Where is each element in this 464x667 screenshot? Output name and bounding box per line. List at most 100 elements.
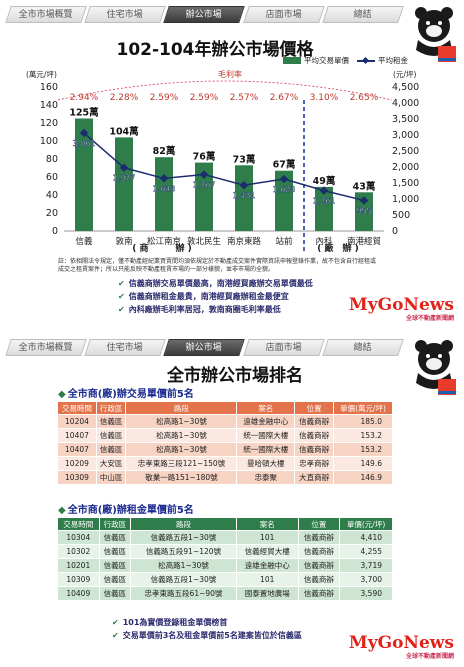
column-header: 路段	[130, 517, 237, 531]
left-tick-label: 120	[40, 118, 58, 129]
tab-market-overview[interactable]: 全市市場概覽	[5, 339, 87, 356]
price-bar	[275, 170, 293, 231]
tab-retail[interactable]: 店面市場	[242, 339, 325, 356]
tab-label: 店面市場	[265, 10, 302, 20]
rent-line-group: 3,061 1,977 1,643 1,767 1,431 1,623 1,261 955	[72, 128, 372, 216]
category-label: 南港經貿	[347, 236, 381, 247]
table-cell: 松高路1~30號	[125, 414, 238, 429]
column-header: 交易時間	[57, 517, 100, 531]
legend-label-line: 平均租金	[378, 56, 408, 65]
table-cell: 統一國際大樓	[236, 442, 296, 457]
table-cell: 信義商辦	[297, 586, 341, 601]
tab-residential[interactable]: 住宅市場	[84, 6, 167, 23]
category-label: 站前	[275, 236, 293, 247]
section-title-transaction: ◆ 全市商(廠)辦交易單價前5名	[58, 385, 194, 400]
column-header: 單價(元/坪)	[339, 517, 393, 531]
category-label: 敦南	[115, 236, 132, 247]
tab-summary[interactable]: 總結	[322, 339, 404, 356]
finding-text: 內科廠辦毛利率居冠，敦南商圈毛利率最低	[128, 305, 281, 314]
table-cell: 149.6	[333, 456, 393, 471]
table-cell: 10204	[57, 414, 97, 429]
table-cell: 信義區	[95, 442, 127, 457]
table-cell: 3,719	[339, 558, 393, 573]
finding-text: 交易單價前3名及租金單價前5名建案皆位於信義區	[122, 631, 302, 640]
rent-value-label: 955	[356, 206, 371, 215]
rent-point	[279, 174, 289, 184]
table-row: 10209 大安區 忠孝東路三段121~150號 曼哈頓大樓 忠孝商辦 149.6	[57, 456, 393, 471]
table-cell: 信義商辦	[294, 442, 335, 457]
mygonews-logo: MyGoNews 全球不動產新聞網	[349, 295, 454, 322]
table-row: 10409 信義區 忠孝東路五段61~90號 國泰置地廣場 信義商辦 3,590	[57, 586, 393, 601]
right-tick-label: 4,000	[392, 98, 419, 109]
diamond-icon: ◆	[58, 389, 66, 400]
tab-label: 總結	[353, 343, 372, 353]
right-axis-unit: (元/坪)	[393, 70, 416, 79]
column-header: 位置	[294, 401, 335, 415]
group-label-industrial: ( 廠 辦 )	[317, 242, 359, 254]
finding-item: ✔ 信義商辦租金最貴，南港經貿廠辦租金最便宜	[118, 291, 313, 302]
rent-point	[359, 196, 369, 205]
legend-swatch-line	[357, 59, 375, 62]
left-tick-label: 20	[46, 208, 58, 219]
column-header: 案名	[236, 401, 296, 415]
table-cell: 大安區	[95, 456, 127, 471]
tab-label: 住宅市場	[106, 10, 143, 20]
table-cell: 信義區	[98, 530, 132, 545]
table-cell: 忠泰聚	[236, 470, 296, 485]
margin-rate-value: 2.59%	[190, 93, 219, 103]
table-cell: 101	[235, 530, 299, 545]
table-cell: 4,410	[339, 530, 393, 545]
right-tick-label: 3,000	[392, 130, 419, 141]
tab-office[interactable]: 辦公市場	[163, 6, 246, 23]
tab-summary[interactable]: 總結	[322, 6, 404, 23]
rent-value-label: 1,623	[273, 185, 296, 194]
footnote: 註：依相關法令規定，僅不動產經紀業買賣間均須依規定於不動產成交案件實際資訊申報登…	[58, 258, 378, 274]
price-bar	[315, 186, 333, 231]
check-icon: ✔	[118, 305, 125, 314]
table-cell: 10309	[57, 470, 97, 485]
left-axis-unit: (萬元/坪)	[26, 69, 57, 79]
table-cell: 10201	[57, 558, 100, 573]
finding-text: 信義商辦交易單價最高，南港經貿廠辦交易單價最低	[128, 279, 313, 288]
rent-value-label: 1,767	[193, 180, 216, 189]
table-cell: 忠孝東路三段121~150號	[125, 456, 238, 471]
finding-item: ✔ 內科廠辦毛利率居冠，敦南商圈毛利率最低	[118, 304, 313, 315]
column-header: 路段	[125, 401, 238, 415]
table-cell: 10407	[57, 442, 97, 457]
chart-title: 102-104年辦公市場價格	[116, 40, 314, 60]
taipei-bear-logo	[415, 7, 456, 62]
margin-arc	[57, 80, 393, 101]
tab-retail[interactable]: 店面市場	[242, 6, 325, 23]
left-tick-label: 40	[46, 190, 58, 201]
column-header: 案名	[235, 517, 299, 531]
diamond-icon: ◆	[58, 505, 66, 516]
price-bar-label: 104萬	[109, 125, 139, 137]
table-cell: 敬業一路151~180號	[125, 470, 238, 485]
rent-point	[239, 180, 249, 190]
brand-name: MyGoNews	[348, 295, 454, 315]
rent-value-label: 1,643	[153, 184, 176, 193]
table-cell: 153.2	[333, 442, 393, 457]
table-cell: 信義區	[98, 586, 132, 601]
rent-value-label: 1,977	[113, 174, 136, 183]
table-cell: 3,590	[339, 586, 393, 601]
column-header: 單價(萬元/坪)	[333, 401, 393, 415]
rent-price-table: 交易時間 行政區 路段 案名 位置 單價(元/坪) 10304 信義區 信義路五段1~30號 1…	[57, 517, 393, 601]
table-header-row: 交易時間 行政區 路段 案名 位置 單價(元/坪)	[57, 517, 393, 531]
table-cell: 153.2	[333, 428, 393, 443]
price-bar-label: 82萬	[153, 145, 176, 157]
table-row: 10407 信義區 松高路1~30號 統一國際大樓 信義商辦 153.2	[57, 442, 393, 457]
transaction-price-table: 交易時間 行政區 路段 案名 位置 單價(萬元/坪) 10204 信義區 松高路1~30號 遠雄…	[57, 401, 393, 485]
table-row: 10407 信義區 松高路1~30號 統一國際大樓 信義商辦 153.2	[57, 428, 393, 443]
table-cell: 信義區	[98, 544, 132, 559]
tab-office[interactable]: 辦公市場	[163, 339, 246, 356]
check-icon: ✔	[112, 631, 119, 640]
rent-line	[83, 132, 365, 202]
tab-residential[interactable]: 住宅市場	[84, 339, 167, 356]
category-label: 敦北民生	[187, 236, 222, 247]
price-bar-label: 67萬	[273, 159, 296, 171]
table-cell: 信義路五段1~30號	[130, 572, 237, 587]
left-tick-label: 160	[40, 82, 58, 93]
tab-market-overview[interactable]: 全市市場概覽	[5, 6, 87, 23]
column-header: 行政區	[98, 517, 132, 531]
